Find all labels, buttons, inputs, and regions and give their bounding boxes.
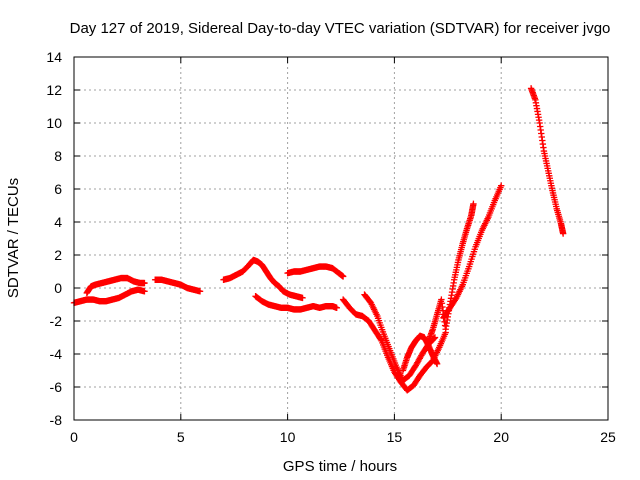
data-point [333,304,340,311]
y-tick-label: 8 [54,148,62,164]
series-11 [527,85,567,237]
y-tick-label: 4 [54,214,62,230]
data-point [431,334,439,341]
y-tick-label: 6 [54,181,62,197]
x-tick-label: 5 [177,429,185,445]
series-5 [284,263,347,280]
data-point [299,294,306,302]
y-tick-label: 2 [54,247,62,263]
data-point [498,182,505,189]
data-point [141,279,148,287]
data-point [470,200,477,208]
series-9 [425,200,477,344]
data-point [433,360,441,368]
x-axis-label: GPS time / hours [283,458,397,475]
x-tick-label: 20 [493,429,509,445]
y-tick-label: 12 [46,82,62,98]
data-point [559,230,567,237]
grid [74,57,608,420]
series-10 [440,182,505,321]
x-tick-label: 10 [280,429,296,445]
series-0 [70,286,148,307]
y-tick-label: -8 [50,412,63,428]
x-tick-label: 15 [387,429,403,445]
axis-ticks [73,56,609,421]
y-tick-label: 14 [46,49,62,65]
y-tick-label: 0 [54,280,62,296]
x-tick-label: 25 [600,429,616,445]
series-7 [361,291,439,384]
x-tick-label: 0 [70,429,78,445]
data-point [377,336,384,343]
series-1 [83,274,148,297]
x-tick-labels: 0 5 10 15 20 25 [70,429,616,445]
data-point [196,288,204,295]
series-2 [151,276,204,295]
y-tick-label: 10 [46,115,62,131]
series-4 [252,293,340,313]
data-point [141,288,148,295]
y-tick-labels: -8 -6 -4 -2 0 2 4 6 8 10 12 14 [46,49,62,428]
series-8 [399,332,441,374]
y-tick-label: -4 [50,346,63,362]
y-axis-label: SDTVAR / TECUs [5,178,22,298]
plot-frame [73,56,609,421]
chart-title: Day 127 of 2019, Sidereal Day-to-day VTE… [70,20,611,37]
data-point [339,273,347,280]
y-tick-label: -6 [50,379,63,395]
y-tick-label: -2 [50,313,63,329]
data-points [70,85,567,394]
series-3 [220,256,306,302]
